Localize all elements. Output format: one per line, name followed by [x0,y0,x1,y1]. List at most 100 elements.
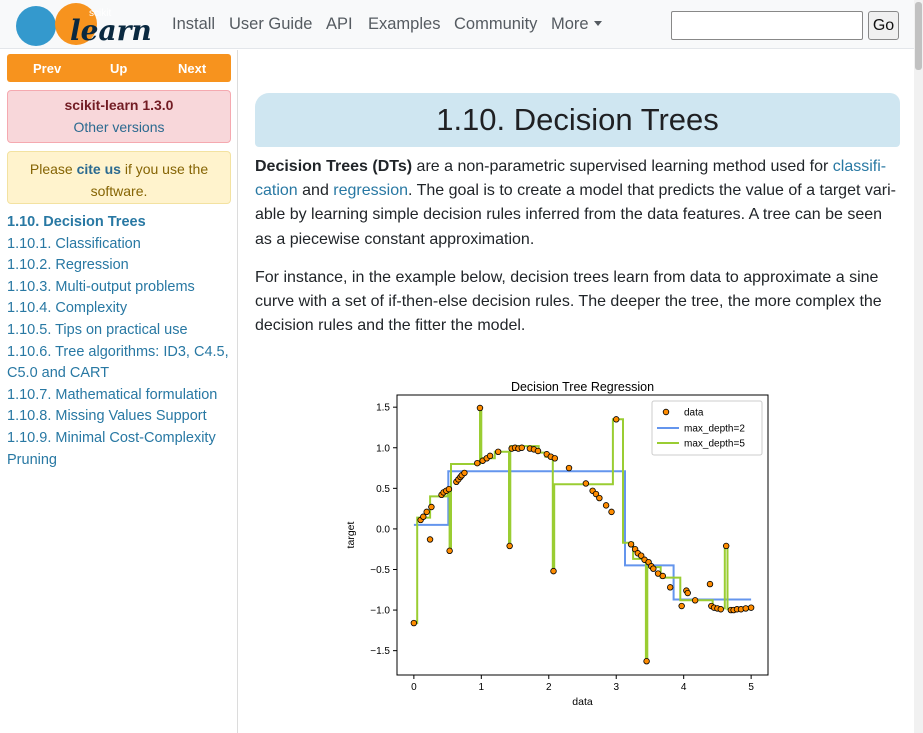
data-point [551,455,559,462]
data-point [717,606,724,613]
scrollbar-thumb[interactable] [915,2,922,70]
table-of-contents: 1.10. Decision Trees 1.10.1. Classificat… [7,212,235,471]
data-point [420,513,427,520]
toc-item-classification[interactable]: 1.10.1. Classification [7,235,141,252]
prev-up-next-bar: Prev Up Next [7,54,231,82]
regression-link[interactable]: regression [333,182,408,200]
y-axis-label: target [345,521,357,548]
intro-text-3: . The goal is to create a model that pre… [255,182,896,248]
top-navbar: scikit learn Install User Guide API Exam… [0,0,914,49]
toc-item-regression[interactable]: 1.10.2. Regression [7,257,129,274]
legend-label-depth5: max_depth=5 [684,439,745,450]
data-point [494,448,502,456]
data-point [602,502,610,509]
y-tick-label: 0.5 [376,484,390,495]
data-point [650,565,657,572]
classification-link[interactable]: classifi-cation [255,158,887,200]
y-tick-label: 1.0 [376,443,390,454]
nav-more-dropdown[interactable]: More [551,15,602,34]
x-tick-label: 4 [681,682,687,693]
toc-item-tree-algorithms[interactable]: 1.10.6. Tree algorithms: ID3, C4.5, C5.0… [7,343,229,382]
intro-paragraph: Decision Trees (DTs) are a non-parametri… [255,155,897,252]
cite-us-link[interactable]: cite us [76,161,121,177]
next-link[interactable]: Next [178,61,207,76]
toc-item-missing-values[interactable]: 1.10.8. Missing Values Support [7,408,207,425]
data-point [592,490,600,498]
nav-user-guide-link[interactable]: User Guide [229,15,313,33]
data-point [722,542,730,550]
data-point [747,604,755,611]
legend-label-depth2: max_depth=2 [684,424,745,435]
sidebar: Prev Up Next scikit-learn 1.3.0 Other ve… [0,50,238,733]
data-point [534,447,542,455]
nav-install-link[interactable]: Install [172,15,216,33]
scikit-learn-logo[interactable]: scikit learn [14,2,154,48]
data-point [582,480,590,487]
data-point [461,469,468,477]
data-point [486,452,494,460]
data-point [428,503,435,511]
data-point [423,508,430,516]
data-point [666,584,674,591]
data-point [706,580,714,588]
data-point [476,404,484,412]
toc-item-tips[interactable]: 1.10.5. Tips on practical use [7,321,188,338]
x-tick-label: 3 [613,682,619,693]
y-tick-label: 1.5 [376,403,390,414]
toc-item-pruning[interactable]: 1.10.9. Minimal Cost-Complexity Pruning [7,429,216,468]
intro-text-2: and [297,182,334,200]
data-point [742,605,749,612]
page-title: 1.10. Decision Trees [436,102,719,137]
data-point [643,658,650,665]
data-point [684,589,691,597]
y-tick-label: −1.5 [370,646,390,657]
toc-item-decision-trees[interactable]: 1.10. Decision Trees [7,214,146,230]
regression-chart: Decision Tree Regression 0 1 2 3 4 5 −1.5 −1.0 −0… [345,380,769,708]
search-input[interactable] [671,11,863,40]
intro-text-1: are a non-parametric supervised learning… [412,158,833,175]
version-title: scikit-learn 1.3.0 [64,97,174,113]
example-paragraph: For instance, in the example below, deci… [255,269,882,335]
data-point [506,542,513,550]
toc-item-math-formulation[interactable]: 1.10.7. Mathematical formulation [7,386,218,403]
cite-box: Please cite us if you use the software. [7,151,231,204]
data-point [445,485,453,493]
svg-text:learn: learn [70,14,152,47]
prev-link[interactable]: Prev [33,61,62,76]
up-link[interactable]: Up [110,61,128,76]
legend-data-marker [662,408,670,416]
title-bar: 1.10. Decision Trees [255,93,900,147]
data-point [608,508,615,516]
data-point [446,547,453,555]
data-point [659,572,666,580]
intro-bold-term: Decision Trees (DTs) [255,158,413,175]
cite-post-text: if you use the software. [90,161,209,199]
nav-examples-link[interactable]: Examples [368,15,441,33]
data-point [678,602,685,610]
x-tick-label: 0 [411,682,417,693]
search-go-button[interactable]: Go [868,11,899,40]
version-box: scikit-learn 1.3.0 Other versions [7,90,231,143]
data-point [691,597,699,604]
nav-api-link[interactable]: API [326,15,353,33]
data-point [565,464,573,472]
decision-tree-regression-figure: Decision Tree Regression 0 1 2 3 4 5 −1.5 −1.0 −0… [330,371,770,711]
data-point [627,541,635,548]
data-point [596,494,603,502]
cite-pre-text: Please [29,161,77,177]
data-point [518,444,525,451]
toc-item-complexity[interactable]: 1.10.4. Complexity [7,300,128,317]
data-point [613,416,620,423]
x-tick-label: 1 [479,682,485,693]
data-point [474,459,481,467]
toc-item-multi-output[interactable]: 1.10.3. Multi-output problems [7,278,195,295]
series-line-max-depth-2 [413,470,752,601]
nav-community-link[interactable]: Community [454,15,538,33]
svg-text:scikit: scikit [89,8,111,19]
other-versions-link[interactable]: Other versions [73,119,165,135]
data-point [637,552,645,559]
page-scrollbar[interactable] [914,0,923,733]
data-point [410,619,418,627]
y-tick-label: −0.5 [370,565,390,576]
chart-title: Decision Tree Regression [511,380,654,394]
